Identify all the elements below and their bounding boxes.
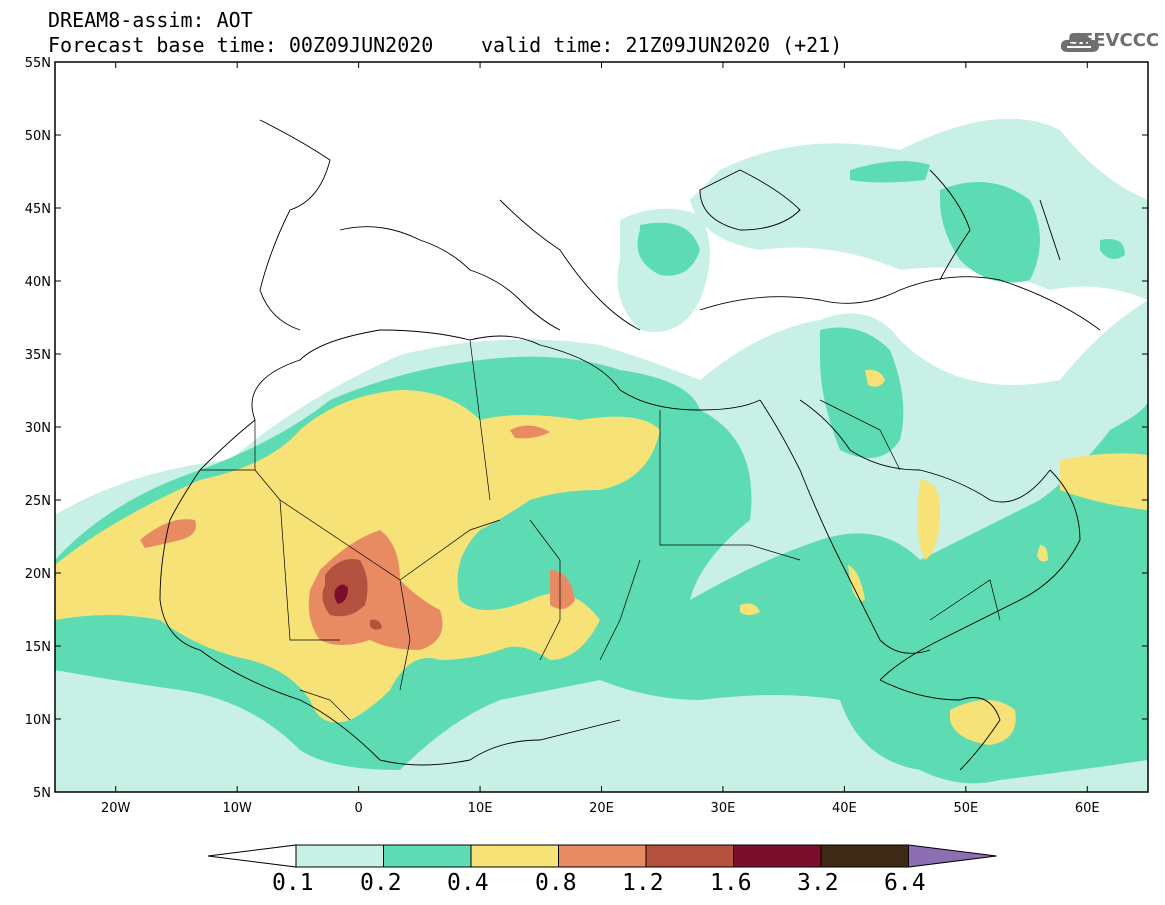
lon-label: 10E xyxy=(468,801,493,816)
lat-label: 50N xyxy=(25,129,51,144)
logo-text: SEEVCCC xyxy=(1068,30,1160,51)
lat-label: 45N xyxy=(25,202,51,217)
title-line-1: DREAM8-assim: AOT xyxy=(48,8,253,32)
colorbar-segment xyxy=(295,844,384,868)
lat-label: 20N xyxy=(25,567,51,582)
colorbar-label-6: 3.2 xyxy=(797,870,839,896)
lon-label: 30E xyxy=(711,801,736,816)
colorbar-label-3: 0.8 xyxy=(535,870,577,896)
lon-label: 60E xyxy=(1075,801,1100,816)
aot-band-1.6 xyxy=(334,584,348,604)
lat-label: 25N xyxy=(25,494,51,509)
colorbar-label-1: 0.2 xyxy=(360,870,402,896)
colorbar-segment xyxy=(733,844,822,868)
colorbar-segment xyxy=(470,844,559,868)
lat-label: 5N xyxy=(33,786,51,801)
colorbar-segment xyxy=(820,844,909,868)
colorbar xyxy=(207,844,997,868)
lon-label: 10W xyxy=(222,801,252,816)
country-borders xyxy=(200,339,1001,721)
colorbar-label-2: 0.4 xyxy=(447,870,489,896)
coastlines xyxy=(159,119,1101,771)
lat-label: 55N xyxy=(25,56,51,71)
colorbar-segment xyxy=(558,844,647,868)
lon-label: 40E xyxy=(832,801,857,816)
cloud-logo-icon xyxy=(1060,32,1099,52)
lon-label: 50E xyxy=(953,801,978,816)
lat-label: 10N xyxy=(25,713,51,728)
colorbar-label-7: 6.4 xyxy=(884,870,926,896)
colorbar-segment xyxy=(383,844,472,868)
title-line-2: Forecast base time: 00Z09JUN2020 xyxy=(48,33,434,57)
lat-label: 30N xyxy=(25,421,51,436)
colorbar-segment xyxy=(645,844,734,868)
colorbar-max-arrow xyxy=(908,844,997,868)
lat-label: 40N xyxy=(25,275,51,290)
lon-label: 20E xyxy=(589,801,614,816)
colorbar-label-5: 1.6 xyxy=(710,870,752,896)
colorbar-label-4: 1.2 xyxy=(622,870,664,896)
aot-band-0.8 xyxy=(140,425,575,650)
lon-label: 20W xyxy=(101,801,131,816)
lat-label: 15N xyxy=(25,640,51,655)
colorbar-label-0: 0.1 xyxy=(272,870,314,896)
lat-label: 35N xyxy=(25,348,51,363)
colorbar-min-arrow xyxy=(207,844,297,868)
title-line-3: valid time: 21Z09JUN2020 (+21) xyxy=(481,33,843,57)
lon-label: 0 xyxy=(354,801,362,816)
